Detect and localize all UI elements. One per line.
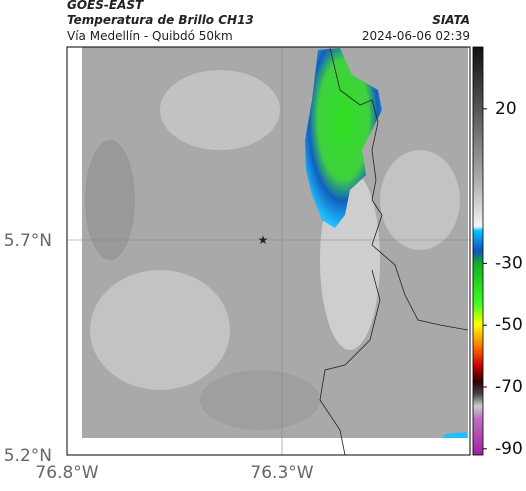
cloud-texture — [85, 140, 135, 260]
colorbar-tick-label: -90 — [495, 439, 523, 459]
colorbar-tick-label: 20 — [495, 99, 517, 119]
timestamp: 2024-06-06 02:39 — [362, 29, 470, 43]
border — [319, 47, 469, 456]
colorbar-tick-label: -70 — [495, 377, 523, 397]
colorbar-tick-label: -50 — [495, 315, 523, 335]
x-label: 76.3°W — [250, 463, 313, 483]
convective-cloud — [442, 432, 468, 438]
cloud-texture — [160, 70, 280, 150]
brand: SIATA — [432, 13, 470, 27]
marker-star: ★ — [258, 233, 269, 247]
cloud-texture — [200, 370, 320, 430]
cloud-texture — [380, 150, 460, 250]
colorbar-tick-label: -30 — [495, 253, 523, 273]
colorbar — [472, 46, 484, 456]
source: GOES-EAST — [67, 0, 144, 12]
route: Vía Medellín - Quibdó 50km — [67, 29, 233, 43]
map: ★ — [66, 46, 471, 456]
x-label: 76.8°W — [35, 463, 98, 483]
title: Temperatura de Brillo CH13 — [67, 13, 254, 27]
convective-cloud — [305, 48, 382, 228]
y-label: 5.2°N — [4, 446, 52, 466]
map-frame — [66, 46, 471, 456]
cloud-texture — [90, 270, 230, 390]
y-label: 5.7°N — [4, 231, 52, 251]
